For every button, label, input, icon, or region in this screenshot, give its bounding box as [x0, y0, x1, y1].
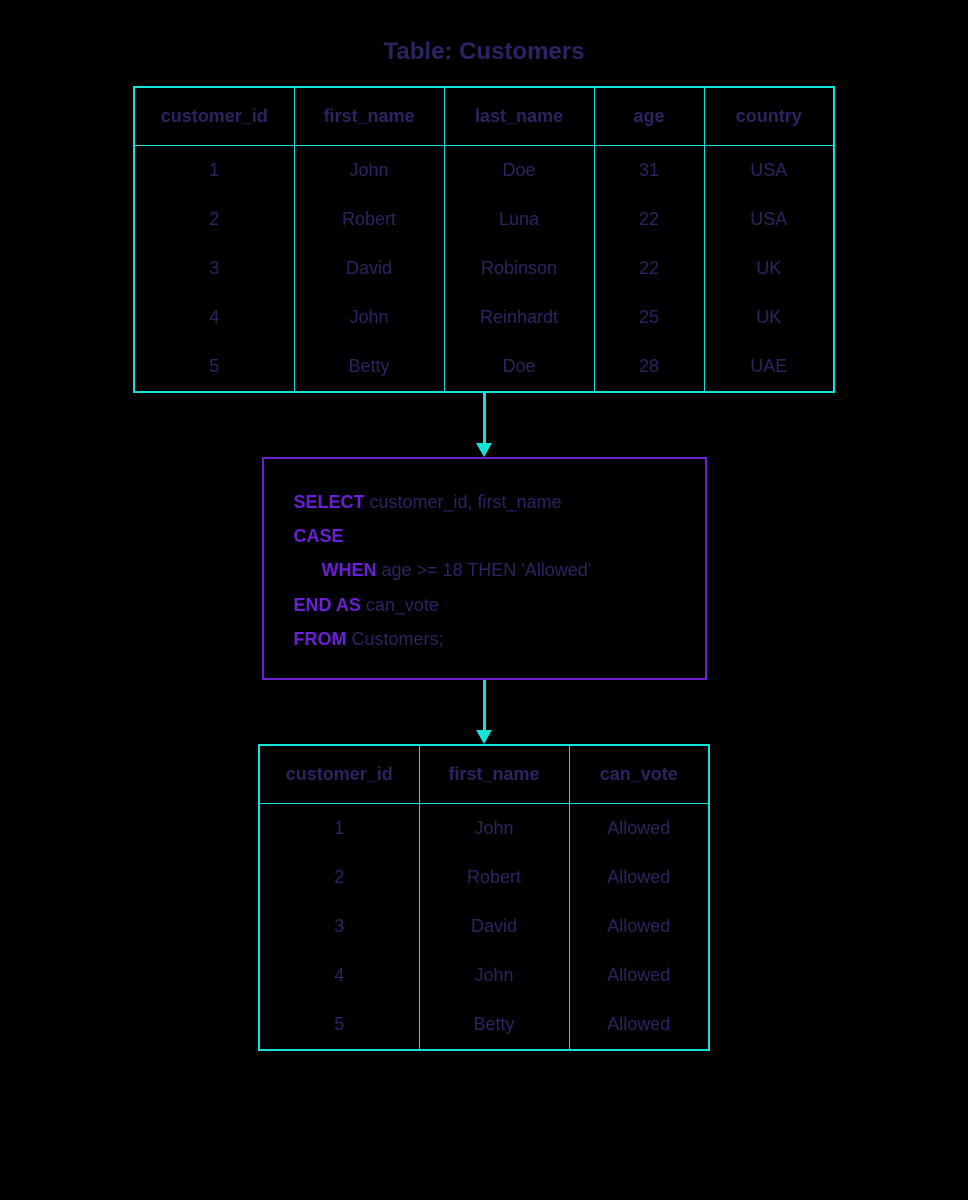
sql-code-block: SELECT customer_id, first_name CASE WHEN… — [262, 457, 707, 680]
cell: Allowed — [569, 803, 709, 853]
col-header: can_vote — [569, 745, 709, 804]
col-header: last_name — [444, 87, 594, 146]
keyword: SELECT — [294, 492, 365, 512]
cell: Betty — [419, 1000, 569, 1050]
cell: David — [294, 244, 444, 293]
table-row: 5 Betty Doe 28 UAE — [134, 342, 834, 392]
cell: John — [419, 951, 569, 1000]
cell: 22 — [594, 244, 704, 293]
table-header-row: customer_id first_name can_vote — [259, 745, 709, 804]
cell: 4 — [134, 293, 294, 342]
cell: Reinhardt — [444, 293, 594, 342]
cell: 2 — [134, 195, 294, 244]
cell: Allowed — [569, 902, 709, 951]
code-text: customer_id, first_name — [365, 492, 562, 512]
cell: Robinson — [444, 244, 594, 293]
result-table: customer_id first_name can_vote 1 John A… — [258, 744, 710, 1051]
cell: UAE — [704, 342, 834, 392]
cell: David — [419, 902, 569, 951]
keyword: CASE — [294, 526, 344, 546]
cell: Allowed — [569, 853, 709, 902]
code-line: WHEN age >= 18 THEN 'Allowed' — [294, 553, 675, 587]
cell: USA — [704, 146, 834, 196]
cell: 1 — [134, 146, 294, 196]
cell: 28 — [594, 342, 704, 392]
cell: John — [419, 803, 569, 853]
cell: 5 — [134, 342, 294, 392]
cell: 25 — [594, 293, 704, 342]
cell: Allowed — [569, 951, 709, 1000]
table-row: 1 John Allowed — [259, 803, 709, 853]
cell: 5 — [259, 1000, 419, 1050]
table-row: 4 John Reinhardt 25 UK — [134, 293, 834, 342]
col-header: customer_id — [259, 745, 419, 804]
cell: USA — [704, 195, 834, 244]
table-row: 2 Robert Allowed — [259, 853, 709, 902]
cell: Betty — [294, 342, 444, 392]
col-header: first_name — [419, 745, 569, 804]
cell: Allowed — [569, 1000, 709, 1050]
cell: Doe — [444, 342, 594, 392]
cell: 22 — [594, 195, 704, 244]
cell: John — [294, 293, 444, 342]
keyword: WHEN — [322, 560, 377, 580]
cell: 2 — [259, 853, 419, 902]
keyword: FROM — [294, 629, 347, 649]
keyword: END AS — [294, 595, 361, 615]
table-row: 2 Robert Luna 22 USA — [134, 195, 834, 244]
cell: Robert — [294, 195, 444, 244]
table-row: 3 David Robinson 22 UK — [134, 244, 834, 293]
table-row: 1 John Doe 31 USA — [134, 146, 834, 196]
table-header-row: customer_id first_name last_name age cou… — [134, 87, 834, 146]
cell: Doe — [444, 146, 594, 196]
code-line: SELECT customer_id, first_name — [294, 485, 675, 519]
code-line: CASE — [294, 519, 675, 553]
col-header: first_name — [294, 87, 444, 146]
arrow-down-icon — [476, 393, 492, 457]
code-text: can_vote — [361, 595, 439, 615]
code-line: END AS can_vote — [294, 588, 675, 622]
diagram-title: Table: Customers — [384, 38, 585, 66]
cell: UK — [704, 244, 834, 293]
arrow-down-icon — [476, 680, 492, 744]
cell: 3 — [134, 244, 294, 293]
table-row: 3 David Allowed — [259, 902, 709, 951]
code-text: age >= 18 THEN 'Allowed' — [377, 560, 592, 580]
cell: 31 — [594, 146, 704, 196]
table-row: 4 John Allowed — [259, 951, 709, 1000]
cell: 4 — [259, 951, 419, 1000]
cell: 1 — [259, 803, 419, 853]
table-row: 5 Betty Allowed — [259, 1000, 709, 1050]
cell: John — [294, 146, 444, 196]
col-header: country — [704, 87, 834, 146]
cell: 3 — [259, 902, 419, 951]
code-text: Customers; — [347, 629, 444, 649]
cell: UK — [704, 293, 834, 342]
code-line: FROM Customers; — [294, 622, 675, 656]
col-header: age — [594, 87, 704, 146]
source-table: customer_id first_name last_name age cou… — [133, 86, 835, 393]
cell: Robert — [419, 853, 569, 902]
cell: Luna — [444, 195, 594, 244]
col-header: customer_id — [134, 87, 294, 146]
